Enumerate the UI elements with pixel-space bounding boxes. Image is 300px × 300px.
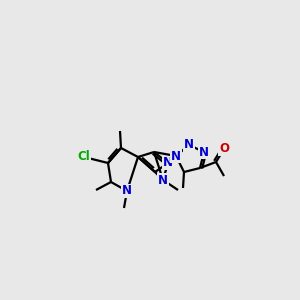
Text: N: N xyxy=(158,173,168,187)
Text: N: N xyxy=(199,146,209,158)
Text: Cl: Cl xyxy=(78,151,90,164)
Text: N: N xyxy=(171,149,181,163)
Text: N: N xyxy=(184,139,194,152)
Text: O: O xyxy=(219,142,229,155)
Text: N: N xyxy=(163,157,173,169)
Text: N: N xyxy=(122,184,132,197)
